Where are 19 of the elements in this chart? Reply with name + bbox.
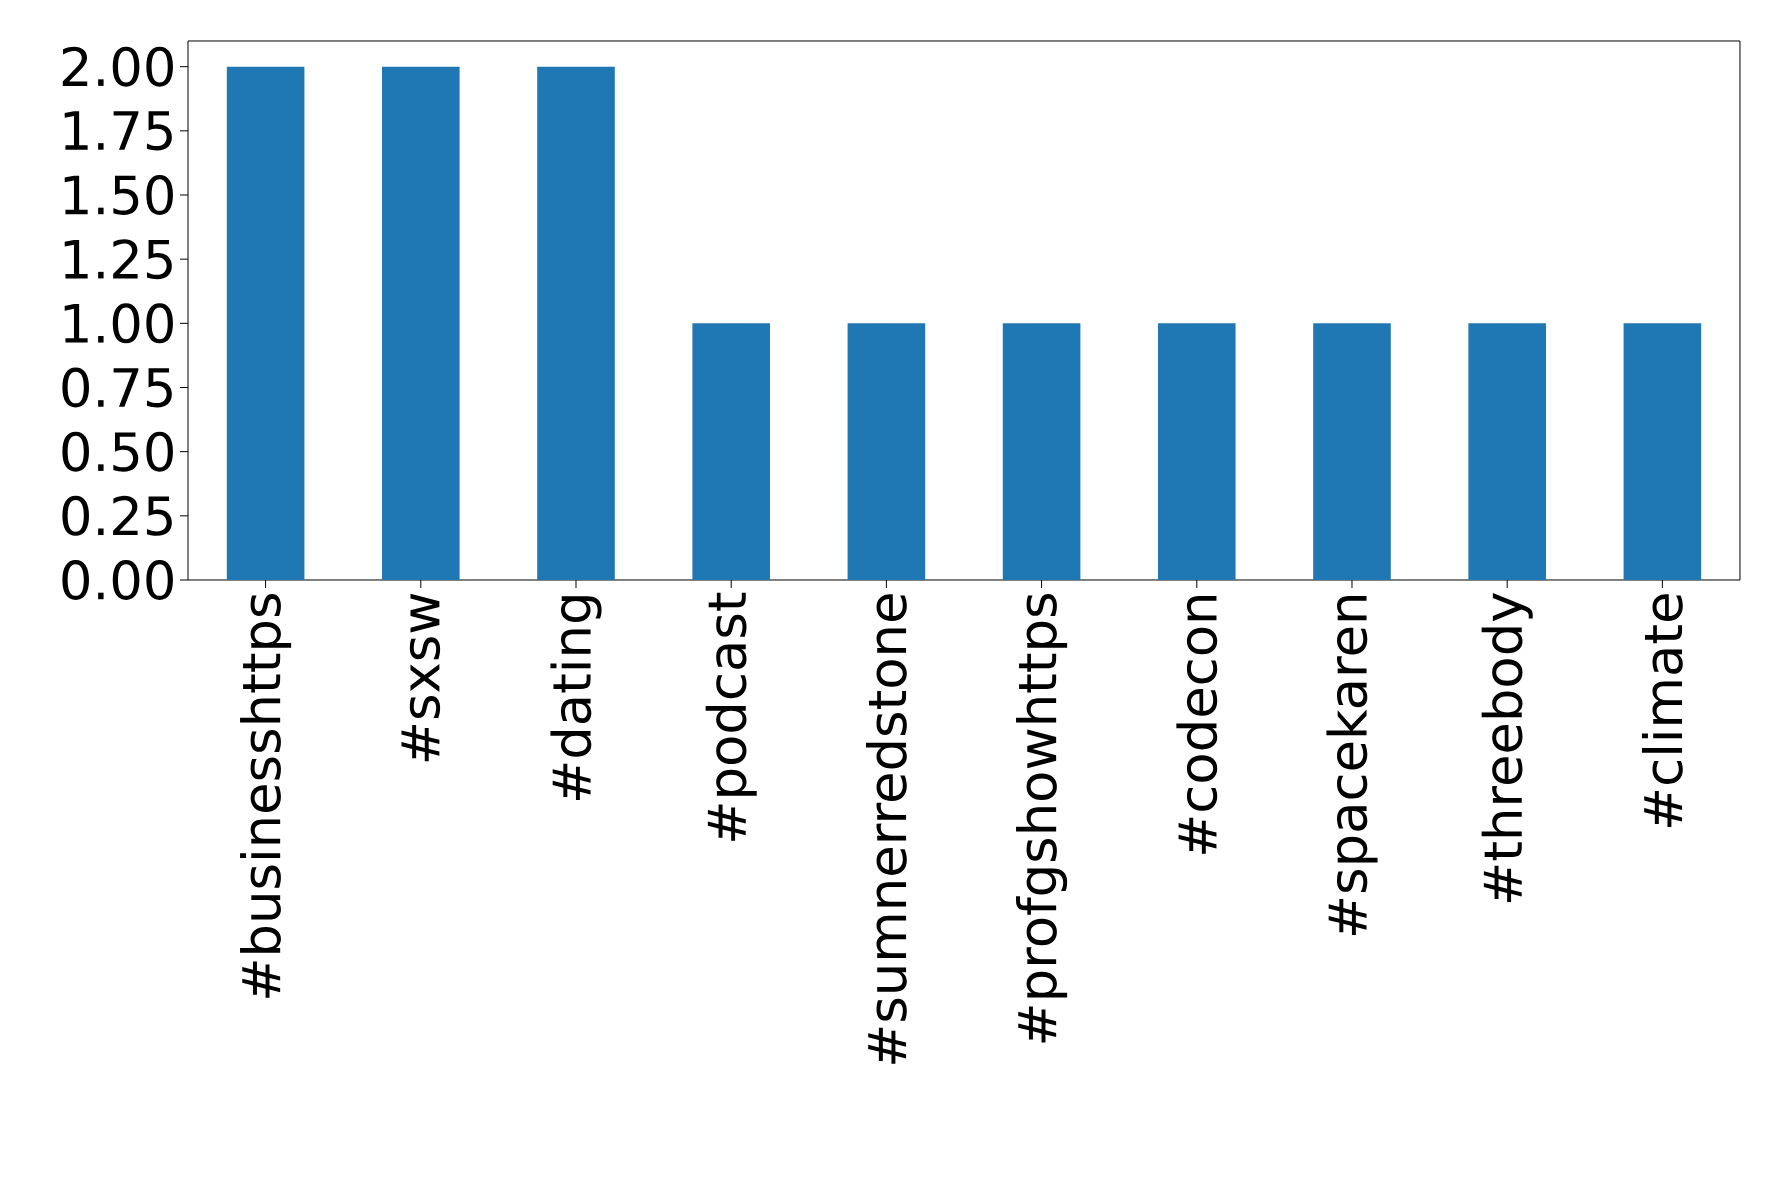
x-tick-label: #sxsw [401, 593, 441, 762]
y-tick-label: 1.75 [64, 111, 172, 151]
x-tick-label: #profgshowhttps [1016, 593, 1068, 1043]
y-tick-label: 1.25 [64, 239, 172, 280]
x-tick-label: #dating [550, 596, 602, 800]
y-tick-label: 2.00 [62, 46, 173, 87]
x-tick-label: #podcast [705, 592, 757, 841]
x-tick-label: #spacekaren [1326, 595, 1378, 936]
y-tick-label: 1.00 [64, 303, 173, 344]
y-tick-label: 0.00 [62, 560, 173, 600]
x-tick-label: #sumnerredstone [865, 594, 907, 1064]
x-tick-label: #threebody [1481, 593, 1533, 902]
y-tick-label: 1.50 [64, 175, 173, 215]
y-tick-label: 0.50 [62, 431, 173, 472]
x-tick-label: #climate [1641, 594, 1683, 828]
y-tick-label: 0.25 [62, 495, 172, 536]
y-tick-label: 0.75 [62, 367, 172, 408]
x-tick-label: #codecon [1176, 595, 1218, 854]
x-tick-label: #businesshttps [240, 594, 292, 998]
